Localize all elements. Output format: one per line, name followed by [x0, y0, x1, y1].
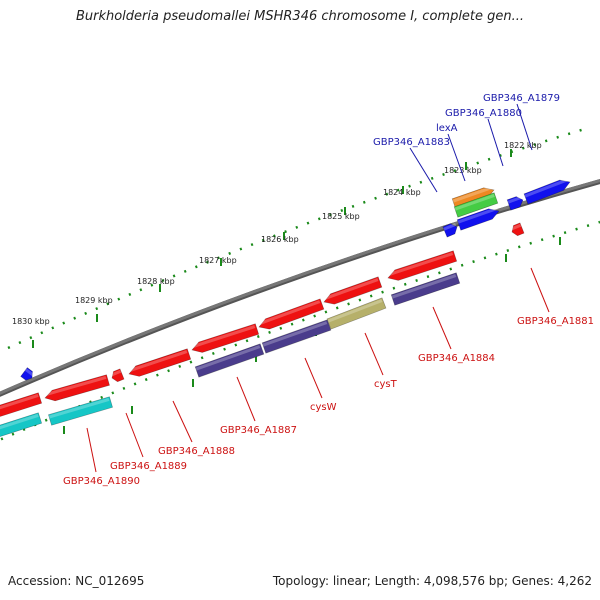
cds-gbp346-a1887	[194, 343, 265, 378]
label-gbp346-a1884-leader	[432, 306, 452, 350]
label-gbp346-a1887-leader	[236, 376, 256, 422]
sequence-backbone	[0, 179, 600, 395]
gene-gbp346-a1879	[523, 178, 571, 205]
gene-gbp346-a1880	[506, 195, 524, 211]
label-lexa-leader	[447, 133, 466, 182]
label-cysw-leader	[304, 357, 323, 399]
scale-tick-label: 1824 kbp	[383, 188, 421, 197]
scale-tick-label: 1822 kbp	[504, 141, 542, 150]
gene-cyst	[322, 276, 383, 305]
label-gbp346-a1889-leader	[125, 412, 144, 458]
gene-partial-left	[0, 392, 43, 417]
gene-small-forward	[20, 367, 35, 381]
cds-gbp346-a1884	[390, 272, 461, 306]
label-gbp346-a1883: GBP346_A1883	[373, 137, 450, 148]
label-gbp346-a1888: GBP346_A1888	[158, 446, 235, 457]
label-gbp346-a1879-leader	[516, 103, 533, 151]
gene-gbp346-a1884	[386, 250, 458, 281]
label-gbp346-a1889: GBP346_A1889	[110, 461, 187, 472]
scale-tick-label: 1827 kbp	[199, 256, 237, 265]
label-lexa: lexA	[436, 123, 458, 134]
label-gbp346-a1879: GBP346_A1879	[483, 93, 560, 104]
genome-summary: Topology: linear; Length: 4,098,576 bp; …	[272, 574, 592, 588]
cds-cysw	[261, 319, 332, 354]
label-gbp346-a1880-leader	[487, 118, 504, 167]
label-cysw: cysW	[310, 402, 337, 413]
gene-gbp346-a1881	[510, 222, 525, 237]
gene-gbp346-a1882	[456, 207, 500, 231]
sequence-backbone-shadow	[0, 178, 600, 397]
label-cyst: cysT	[374, 379, 398, 390]
label-gbp346-a1887: GBP346_A1887	[220, 425, 297, 436]
cds-cyst	[326, 297, 387, 330]
label-gbp346-a1890: GBP346_A1890	[63, 476, 140, 487]
scale-tick-label: 1828 kbp	[137, 277, 175, 286]
label-gbp346-a1890-leader	[86, 427, 97, 473]
cds-lexa	[453, 192, 499, 218]
scale-tick-label: 1823 kbp	[444, 166, 482, 175]
label-gbp346-a1883-leader	[409, 147, 438, 193]
scale-tick-label: 1830 kbp	[12, 317, 50, 326]
label-gbp346-a1884: GBP346_A1884	[418, 353, 495, 364]
gene-gbp346-a1890	[43, 374, 110, 402]
sequence-title: Burkholderia pseudomallei MSHR346 chromo…	[75, 9, 525, 24]
gene-cysw	[257, 298, 325, 330]
label-gbp346-a1881-leader	[530, 267, 550, 313]
gene-gbp346-a1888	[127, 348, 192, 377]
cds-gbp346-a1890	[48, 396, 113, 426]
reverse-scale-track	[0, 220, 600, 442]
accession-label: Accession: NC_012695	[8, 574, 145, 588]
gene-gbp346-a1887	[190, 323, 260, 353]
label-gbp346-a1880: GBP346_A1880	[445, 108, 522, 119]
scale-tick-label: 1825 kbp	[322, 212, 360, 221]
gene-gbp346-a1883	[442, 222, 458, 238]
scale-tick-label: 1829 kbp	[75, 296, 113, 305]
gene-gbp346-a1889	[110, 368, 125, 383]
label-gbp346-a1881: GBP346_A1881	[517, 316, 594, 327]
cds-partial-left	[0, 412, 43, 440]
label-cyst-leader	[364, 332, 384, 376]
scale-tick-label: 1826 kbp	[261, 235, 299, 244]
label-gbp346-a1888-leader	[172, 400, 193, 443]
